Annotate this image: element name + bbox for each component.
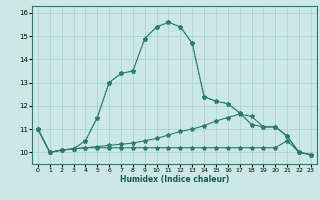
X-axis label: Humidex (Indice chaleur): Humidex (Indice chaleur): [120, 175, 229, 184]
